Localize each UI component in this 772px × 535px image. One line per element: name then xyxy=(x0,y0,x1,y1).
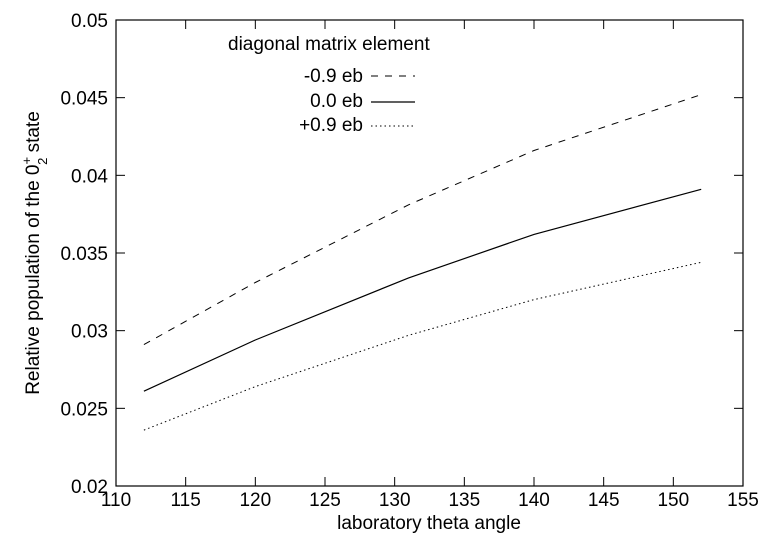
y-axis-title-subscript: 2 xyxy=(35,158,50,165)
x-tick-label: 135 xyxy=(448,490,480,511)
y-axis-title: Relative population of the 0+2 state xyxy=(19,111,50,395)
x-tick-labels: 110 115 120 125 130 135 140 145 150 155 xyxy=(101,490,759,511)
x-tick-label: 120 xyxy=(239,490,271,511)
series-line-dashed xyxy=(143,94,702,346)
x-tick-label: 145 xyxy=(588,490,620,511)
y-axis-title-tail: state xyxy=(23,111,44,157)
x-tick-label: 155 xyxy=(727,490,759,511)
x-tick-label: 125 xyxy=(309,490,341,511)
x-tick-label: 115 xyxy=(171,490,201,511)
series-lines xyxy=(143,94,702,431)
x-axis-title: laboratory theta angle xyxy=(337,513,521,534)
series-line-dotted xyxy=(143,261,702,431)
y-tick-label: 0.02 xyxy=(71,477,108,498)
x-tick-label: 140 xyxy=(518,490,550,511)
y-tick-label: 0.05 xyxy=(71,11,108,32)
legend-label-1: 0.0 eb xyxy=(310,91,363,112)
legend-title: diagonal matrix element xyxy=(228,34,430,55)
y-tick-label: 0.035 xyxy=(60,244,108,265)
y-tick-label: 0.04 xyxy=(71,166,108,187)
x-tick-label: 130 xyxy=(379,490,411,511)
x-tick-label: 150 xyxy=(657,490,689,511)
legend: diagonal matrix element -0.9 eb 0.0 eb +… xyxy=(228,34,430,136)
plot-area-frame xyxy=(115,19,744,487)
x-tick-label: 110 xyxy=(101,490,131,511)
axis-ticks xyxy=(115,19,744,487)
y-axis-title-main: Relative population of the 0 xyxy=(23,165,44,395)
y-tick-labels: 0.02 0.025 0.03 0.035 0.04 0.045 0.05 xyxy=(60,11,108,498)
series-line-solid xyxy=(143,188,702,392)
y-tick-label: 0.045 xyxy=(60,89,108,110)
legend-label-2: +0.9 eb xyxy=(299,115,363,136)
y-axis-title-superscript: + xyxy=(19,157,34,165)
legend-label-0: -0.9 eb xyxy=(304,66,363,87)
y-tick-label: 0.03 xyxy=(71,322,108,343)
y-tick-label: 0.025 xyxy=(60,399,108,420)
